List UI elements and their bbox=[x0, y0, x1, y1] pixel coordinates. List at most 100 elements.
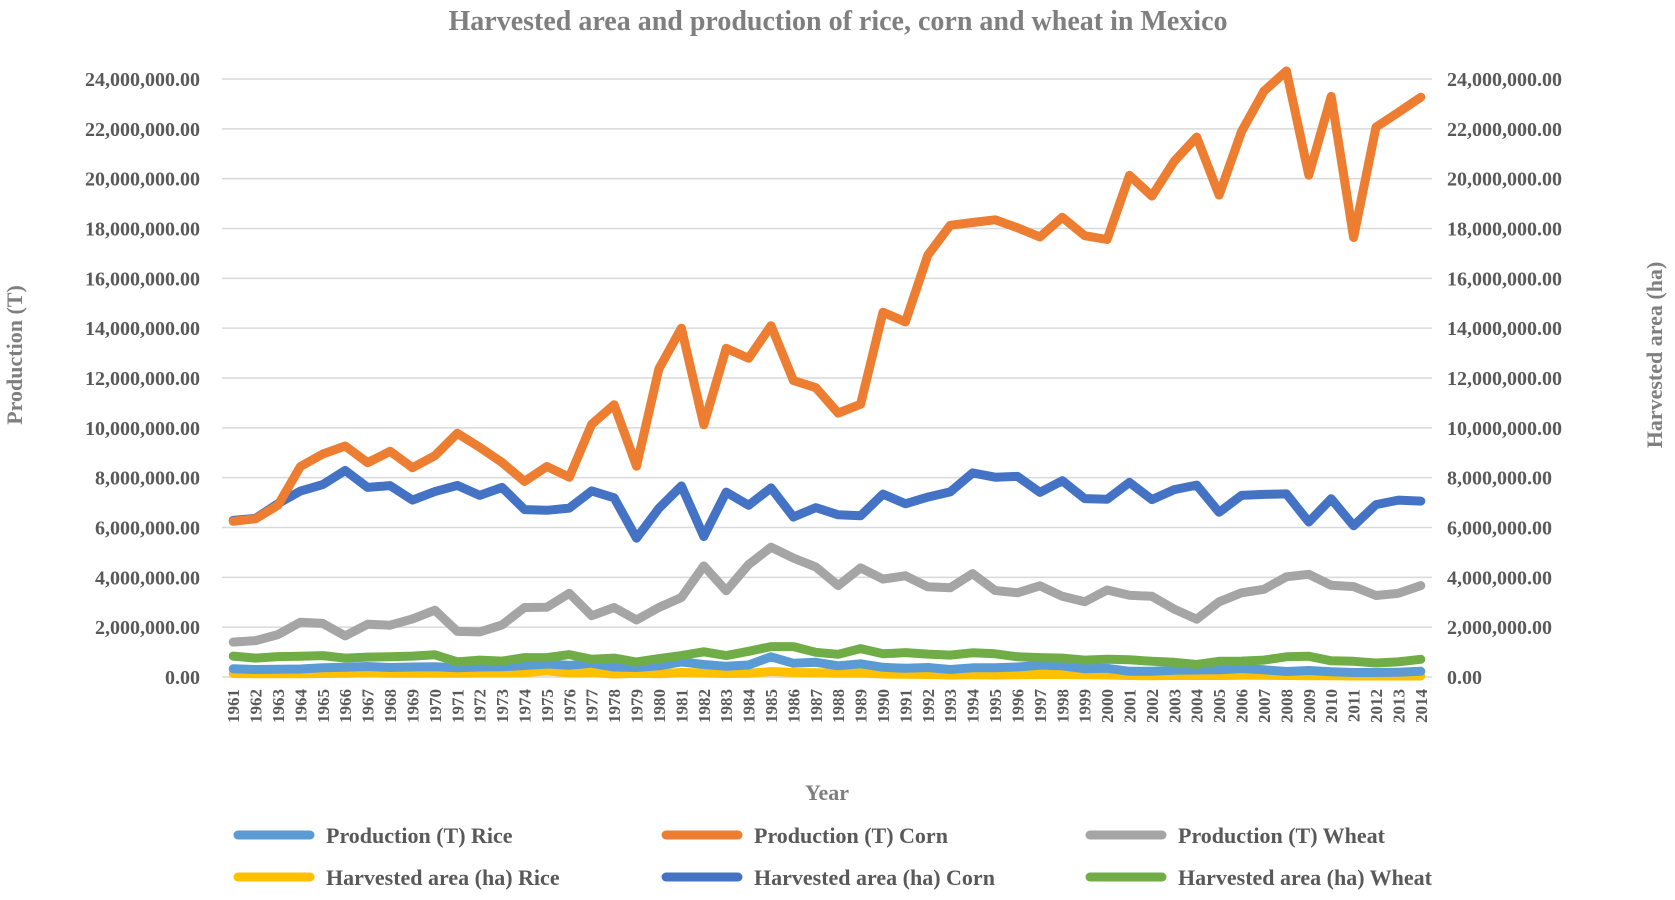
x-tick-label: 1977 bbox=[583, 689, 602, 724]
x-tick-label: 2002 bbox=[1143, 689, 1162, 723]
x-tick-label: 1982 bbox=[695, 689, 714, 723]
x-tick-label: 1963 bbox=[269, 689, 288, 723]
y-tick-label-right: 0.00 bbox=[1447, 667, 1482, 689]
y-tick-label-left: 8,000,000.00 bbox=[95, 468, 200, 490]
x-tick-label: 1991 bbox=[896, 689, 915, 723]
legend-label: Harvested area (ha) Rice bbox=[326, 865, 560, 890]
y-tick-label-right: 6,000,000.00 bbox=[1447, 518, 1552, 540]
legend-label: Harvested area (ha) Wheat bbox=[1178, 865, 1433, 890]
x-tick-label: 1990 bbox=[874, 689, 893, 723]
legend-label: Production (T) Rice bbox=[326, 823, 513, 848]
legend: Production (T) Rice Production (T) Corn Pr… bbox=[233, 823, 1433, 890]
x-tick-label: 1972 bbox=[471, 689, 490, 723]
chart-title: Harvested area and production of rice, c… bbox=[448, 6, 1227, 37]
legend-label: Production (T) Wheat bbox=[1178, 823, 1386, 848]
y-tick-label-right: 24,000,000.00 bbox=[1447, 69, 1562, 91]
x-tick-label: 1973 bbox=[493, 689, 512, 723]
x-tick-label: 1969 bbox=[403, 689, 422, 723]
series-line-production-t-rice bbox=[228, 652, 1426, 677]
x-tick-label: 1966 bbox=[336, 689, 355, 723]
x-tick-label: 1988 bbox=[829, 689, 848, 723]
y-axis-left-title: Production (T) bbox=[2, 285, 27, 425]
x-tick-label: 1986 bbox=[784, 689, 803, 723]
legend-label: Production (T) Corn bbox=[754, 823, 948, 848]
x-tick-label: 2001 bbox=[1121, 689, 1140, 723]
y-tick-label-left: 12,000,000.00 bbox=[85, 368, 200, 390]
x-tick-label: 2007 bbox=[1255, 689, 1274, 724]
y-tick-label-left: 6,000,000.00 bbox=[95, 518, 200, 540]
x-tick-label: 1979 bbox=[628, 689, 647, 723]
x-tick-label: 1964 bbox=[291, 689, 310, 724]
y-tick-label-left: 16,000,000.00 bbox=[85, 268, 200, 290]
y-tick-label-right: 16,000,000.00 bbox=[1447, 268, 1562, 290]
x-tick-label: 1983 bbox=[717, 689, 736, 723]
y-tick-label-left: 10,000,000.00 bbox=[85, 418, 200, 440]
y-tick-label-left: 18,000,000.00 bbox=[85, 219, 200, 241]
y-tick-label-right: 8,000,000.00 bbox=[1447, 468, 1552, 490]
x-tick-label: 1998 bbox=[1053, 689, 1072, 723]
series-line-harvested-area-ha-wheat bbox=[228, 642, 1426, 669]
gridlines bbox=[222, 78, 1432, 678]
y-tick-label-left: 20,000,000.00 bbox=[85, 169, 200, 191]
x-tick-label: 1993 bbox=[941, 689, 960, 723]
x-tick-label: 1974 bbox=[516, 689, 535, 724]
y-axis-right-ticks: 0.00 2,000,000.00 4,000,000.00 6,000,000.00… bbox=[1447, 69, 1562, 689]
x-tick-label: 1989 bbox=[852, 689, 871, 723]
y-tick-label-right: 2,000,000.00 bbox=[1447, 617, 1552, 639]
y-tick-label-right: 14,000,000.00 bbox=[1447, 318, 1562, 340]
x-tick-label: 2003 bbox=[1165, 689, 1184, 723]
y-axis-right-title: Harvested area (ha) bbox=[1642, 262, 1667, 449]
x-tick-label: 1968 bbox=[381, 689, 400, 723]
y-tick-label-left: 22,000,000.00 bbox=[85, 119, 200, 141]
x-tick-label: 1992 bbox=[919, 689, 938, 723]
y-tick-label-left: 24,000,000.00 bbox=[85, 69, 200, 91]
x-tick-label: 2004 bbox=[1188, 689, 1207, 724]
x-tick-label: 1967 bbox=[359, 689, 378, 724]
x-tick-label: 1961 bbox=[224, 689, 243, 723]
y-tick-label-left: 14,000,000.00 bbox=[85, 318, 200, 340]
x-tick-label: 1995 bbox=[986, 689, 1005, 723]
series-line-harvested-area-ha-corn bbox=[228, 465, 1426, 543]
x-tick-label: 2005 bbox=[1210, 689, 1229, 723]
x-tick-label: 1978 bbox=[605, 689, 624, 723]
y-tick-label-right: 12,000,000.00 bbox=[1447, 368, 1562, 390]
x-axis-ticks: 1961 1962 1963 1964 1965 1966 1967 1968 1969 1970… bbox=[224, 689, 1431, 724]
x-tick-label: 1975 bbox=[538, 689, 557, 723]
x-tick-label: 2011 bbox=[1345, 689, 1364, 722]
x-tick-label: 2006 bbox=[1233, 689, 1252, 723]
x-tick-label: 1981 bbox=[672, 689, 691, 723]
y-tick-label-right: 22,000,000.00 bbox=[1447, 119, 1562, 141]
y-axis-left-ticks: 0.00 2,000,000.00 4,000,000.00 6,000,000.00… bbox=[85, 69, 200, 689]
y-tick-label-left: 2,000,000.00 bbox=[95, 617, 200, 639]
x-tick-label: 1994 bbox=[964, 689, 983, 724]
y-tick-label-left: 0.00 bbox=[165, 667, 200, 689]
x-tick-label: 2010 bbox=[1322, 689, 1341, 723]
x-tick-label: 1997 bbox=[1031, 689, 1050, 724]
y-tick-label-right: 18,000,000.00 bbox=[1447, 219, 1562, 241]
x-tick-label: 1980 bbox=[650, 689, 669, 723]
x-axis-title: Year bbox=[805, 780, 849, 805]
y-tick-label-right: 4,000,000.00 bbox=[1447, 567, 1552, 589]
x-tick-label: 2000 bbox=[1098, 689, 1117, 723]
x-tick-label: 1984 bbox=[740, 689, 759, 724]
x-tick-label: 1999 bbox=[1076, 689, 1095, 723]
x-tick-label: 2009 bbox=[1300, 689, 1319, 723]
series-line-production-t-wheat bbox=[228, 542, 1426, 647]
x-tick-label: 1962 bbox=[247, 689, 266, 723]
x-tick-label: 1985 bbox=[762, 689, 781, 723]
y-tick-label-right: 20,000,000.00 bbox=[1447, 169, 1562, 191]
series-line-production-t-corn bbox=[228, 66, 1426, 526]
x-tick-label: 2014 bbox=[1412, 689, 1431, 724]
legend-label: Harvested area (ha) Corn bbox=[754, 865, 995, 890]
x-tick-label: 2008 bbox=[1277, 689, 1296, 723]
x-tick-label: 1996 bbox=[1008, 689, 1027, 723]
x-tick-label: 1970 bbox=[426, 689, 445, 723]
x-tick-label: 2012 bbox=[1367, 689, 1386, 723]
x-tick-label: 2013 bbox=[1389, 689, 1408, 723]
y-tick-label-left: 4,000,000.00 bbox=[95, 567, 200, 589]
x-tick-label: 1987 bbox=[807, 689, 826, 724]
y-tick-label-right: 10,000,000.00 bbox=[1447, 418, 1562, 440]
series-line-harvested-area-ha-rice bbox=[228, 666, 1426, 681]
x-tick-label: 1965 bbox=[314, 689, 333, 723]
